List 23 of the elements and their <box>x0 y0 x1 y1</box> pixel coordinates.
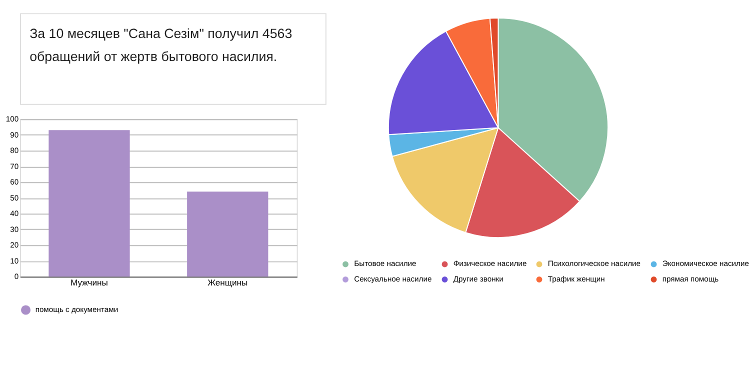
y-tick-label: 0 <box>14 272 19 282</box>
legend-label: прямая помощь <box>662 274 719 284</box>
y-tick-label: 60 <box>10 178 19 187</box>
legend-label: Бытовое насилие <box>354 259 416 268</box>
y-tick-label: 90 <box>10 130 19 140</box>
y-tick-label: 20 <box>10 240 19 250</box>
y-tick-label: 30 <box>10 224 19 234</box>
legend-label: Сексуальное насилие <box>354 274 432 284</box>
x-tick-label: Женщины <box>208 278 248 288</box>
y-tick-label: 10 <box>10 256 19 266</box>
x-tick-label: Мужчины <box>70 278 108 288</box>
y-tick-label: 50 <box>10 193 19 202</box>
legend-label: Физическое насилие <box>453 259 527 268</box>
y-tick-label: 40 <box>10 209 19 218</box>
y-tick-label: 80 <box>10 146 19 156</box>
y-tick-label: 70 <box>10 162 19 171</box>
legend-label: Экономическое насилие <box>662 259 749 268</box>
text: За 10 месяцев "Сана Сезім" получил 4563 обращений от жертв бытового насилия. <box>30 26 292 64</box>
legend-label: Другие звонки <box>453 274 504 284</box>
y-tick-label: 100 <box>6 114 19 124</box>
legend-label: помощь с документами <box>35 304 118 314</box>
legend-label: Психологическое насилие <box>548 259 641 268</box>
legend-label: Трафик женщин <box>548 274 605 284</box>
